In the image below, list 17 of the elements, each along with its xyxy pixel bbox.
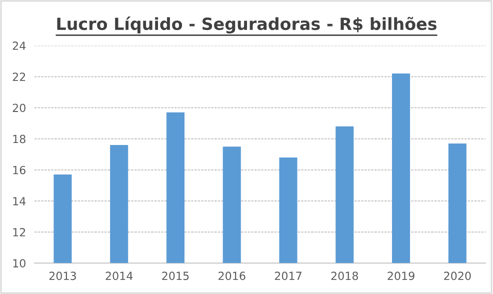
x-tick-label: 2016 xyxy=(218,272,246,280)
x-tick-label: 2015 xyxy=(162,272,189,280)
y-tick-label: 24 xyxy=(12,42,26,50)
x-tick-label: 2019 xyxy=(388,272,414,280)
y-tick-label: 22 xyxy=(12,72,26,81)
y-tick-label: 20 xyxy=(12,104,26,112)
x-tick-label: 2013 xyxy=(49,272,76,280)
x-tick-label: 2018 xyxy=(331,272,358,280)
chart-title: Lucro Líquido - Seguradoras - R$ bilhões xyxy=(57,16,436,34)
x-tick-label: 2014 xyxy=(106,272,133,280)
y-tick-label: 12 xyxy=(13,228,26,236)
x-tick-label: 2020 xyxy=(444,272,471,280)
y-tick-label: 14 xyxy=(13,197,26,206)
x-tick-label: 2017 xyxy=(274,272,302,280)
y-tick-label: 18 xyxy=(13,134,26,144)
y-tick-label: 16 xyxy=(13,166,26,174)
y-tick-label: 10 xyxy=(13,259,26,268)
